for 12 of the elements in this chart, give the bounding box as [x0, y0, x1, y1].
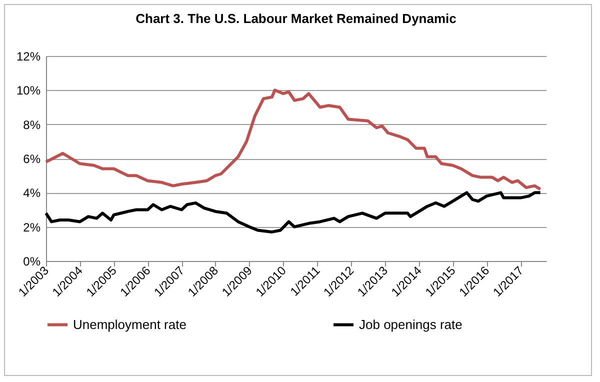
y-tick-label: 4% [23, 186, 41, 200]
y-tick-label: 12% [16, 50, 41, 64]
y-tick-label: 10% [16, 84, 41, 98]
line-series [44, 191, 542, 234]
y-tick-label: 8% [23, 118, 41, 132]
y-tick-label: 6% [23, 152, 41, 166]
line-series [44, 88, 542, 191]
y-tick-label: 2% [23, 220, 41, 234]
y-tick-label: 0% [23, 254, 41, 268]
legend-label: Unemployment rate [73, 316, 186, 332]
chart-title: Chart 3. The U.S. Labour Market Remained Dynamic [136, 11, 456, 26]
legend-label: Job openings rate [359, 316, 462, 332]
